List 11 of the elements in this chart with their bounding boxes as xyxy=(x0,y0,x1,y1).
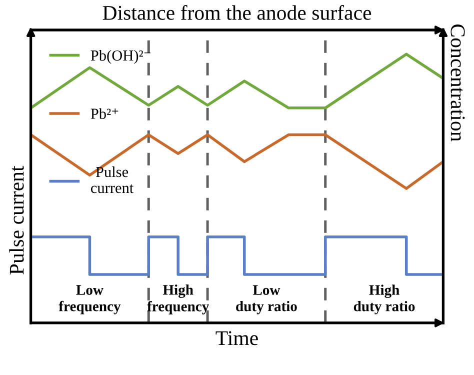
legend-label: Pb²⁺ xyxy=(90,108,118,119)
y-axis-title: Pulse current xyxy=(9,166,24,274)
annotation: High duty ratio xyxy=(354,284,415,314)
legend-label: Pb(OH)²⁻ xyxy=(90,50,150,64)
y2-axis-title: Concentration xyxy=(450,24,465,142)
annotation: High frequency xyxy=(147,284,210,314)
x-axis-title: Time xyxy=(216,331,258,346)
legend-label: Pulse current xyxy=(90,166,134,194)
annotation: Low frequency xyxy=(58,285,121,314)
x2-axis-title: Distance from the anode surface xyxy=(102,5,372,20)
annotation: Low duty ratio xyxy=(236,285,297,314)
